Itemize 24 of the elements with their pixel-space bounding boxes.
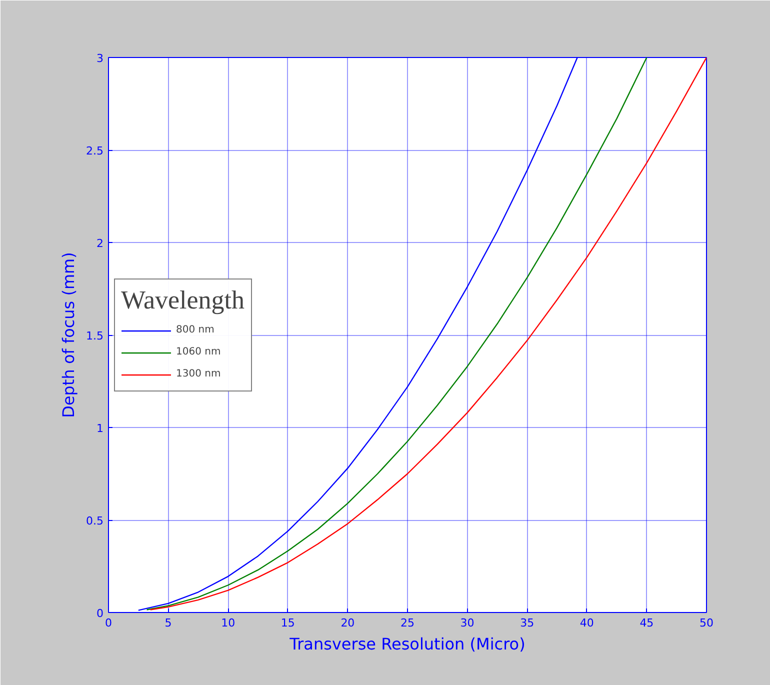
legend-label: 800 nm (176, 324, 214, 336)
y-axis-title: Depth of focus (mm) (59, 252, 78, 418)
y-tick-label: 1 (96, 422, 104, 435)
y-tick-label: 2 (96, 237, 104, 250)
y-tick-label: 0.5 (86, 514, 104, 528)
x-tick-label: 15 (280, 616, 295, 630)
y-tick-label: 3 (96, 52, 104, 65)
legend-label: 1060 nm (176, 346, 221, 358)
y-tick-label: 1.5 (86, 330, 104, 342)
legend-label: 1300 nm (176, 368, 221, 380)
x-tick-label: 5 (164, 616, 172, 630)
x-tick-label: 35 (520, 616, 534, 630)
x-axis-title: Transverse Resolution (Micro) (288, 634, 526, 654)
x-tick-label: 0 (105, 616, 112, 630)
x-tick-label: 10 (221, 616, 236, 630)
x-tick-label: 20 (340, 616, 355, 630)
x-tick-label: 30 (460, 616, 474, 630)
y-tick-label: 2.5 (86, 144, 104, 158)
x-tick-label: 50 (700, 616, 714, 630)
legend-title: Wavelength (121, 285, 245, 315)
x-tick-label: 40 (580, 616, 594, 630)
x-tick-label: 25 (400, 616, 414, 630)
x-tick-label: 45 (640, 616, 654, 630)
y-tick-label: 0 (96, 607, 104, 620)
